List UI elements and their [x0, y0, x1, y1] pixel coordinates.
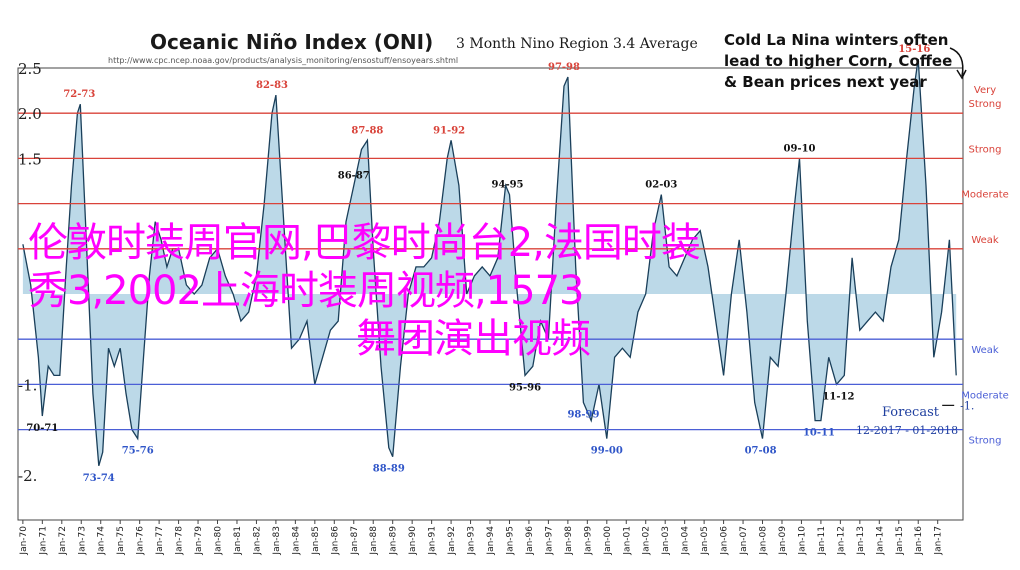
- x-tick-label: Jan-17: [934, 526, 944, 556]
- x-tick-label: Jan-92: [447, 526, 457, 556]
- x-tick-label: Jan-00: [603, 526, 613, 556]
- event-label: 86-87: [338, 171, 370, 182]
- event-label: 09-10: [784, 143, 816, 154]
- x-tick-label: Jan-15: [895, 526, 905, 556]
- event-label: 99-00: [591, 446, 623, 457]
- event-label: 07-08: [745, 446, 777, 457]
- threshold-label: Very: [974, 85, 996, 96]
- x-tick-label: Jan-98: [564, 526, 574, 556]
- event-label: 75-76: [122, 446, 154, 457]
- x-tick-label: Jan-07: [739, 526, 749, 556]
- y-tick-label: -1.: [18, 376, 37, 394]
- x-tick-label: Jan-16: [914, 526, 924, 556]
- callout-text: Cold La Nina winters often lead to highe…: [724, 31, 953, 91]
- x-tick-label: Jan-03: [661, 526, 671, 556]
- forecast-range: 12-2017 - 01-2018: [856, 424, 959, 437]
- event-label: 97-98: [548, 62, 580, 73]
- x-tick-label: Jan-81: [233, 526, 243, 556]
- threshold-label: Weak: [971, 345, 999, 356]
- x-tick-label: Jan-71: [38, 526, 48, 556]
- y-tick-label: 1.5: [18, 150, 42, 168]
- threshold-label: Strong: [969, 436, 1002, 447]
- x-tick-label: Jan-83: [272, 526, 282, 556]
- x-tick-label: Jan-05: [700, 526, 710, 556]
- y-tick-label: 2.0: [18, 105, 42, 123]
- event-label: 91-92: [433, 125, 465, 136]
- x-tick-label: Jan-89: [389, 526, 399, 556]
- overlay-text-line-2: 秀3,2002上海时装周视频,1573: [28, 268, 584, 314]
- event-label: 82-83: [256, 80, 288, 91]
- x-tick-label: Jan-94: [486, 526, 496, 556]
- x-tick-label: Jan-72: [58, 526, 68, 556]
- event-label: 11-12: [822, 391, 854, 402]
- x-tick-label: Jan-09: [778, 526, 788, 556]
- x-tick-label: Jan-78: [175, 526, 185, 556]
- x-tick-label: Jan-14: [875, 526, 885, 556]
- x-tick-label: Jan-76: [136, 526, 146, 556]
- x-tick-label: Jan-73: [77, 526, 87, 556]
- x-tick-label: Jan-77: [155, 526, 165, 556]
- overlay-text-line-3: 舞团演出视频: [356, 316, 591, 362]
- event-label: 98-99: [567, 409, 599, 420]
- threshold-label: Strong: [969, 99, 1002, 110]
- event-label: 10-11: [803, 428, 835, 439]
- callout-arrow-head: [956, 69, 967, 80]
- x-tick-label: Jan-08: [759, 526, 769, 556]
- x-tick-label: Jan-06: [720, 526, 730, 556]
- x-tick-label: Jan-96: [525, 526, 535, 556]
- overlay-text-line-1: 伦敦时装周官网,巴黎时尚台2,法国时装: [28, 220, 701, 266]
- chart-title: Oceanic Niño Index (ONI): [150, 30, 434, 54]
- event-label: 88-89: [373, 464, 405, 475]
- x-tick-label: Jan-91: [428, 526, 438, 556]
- x-tick-label: Jan-75: [116, 526, 126, 556]
- source-url: http://www.cpc.ncep.noaa.gov/products/an…: [108, 56, 459, 65]
- x-tick-label: Jan-93: [467, 526, 477, 556]
- x-tick-label: Jan-02: [642, 526, 652, 556]
- event-label: 87-88: [351, 125, 383, 136]
- x-tick-label: Jan-12: [836, 526, 846, 556]
- threshold-label: Moderate: [961, 390, 1009, 401]
- forecast-value: -1.: [960, 399, 974, 412]
- x-tick-label: Jan-95: [505, 526, 515, 556]
- x-tick-label: Jan-97: [544, 526, 554, 556]
- event-label: 02-03: [645, 180, 677, 191]
- event-label: 70-71: [26, 423, 58, 434]
- x-tick-label: Jan-86: [330, 526, 340, 556]
- x-tick-label: Jan-79: [194, 526, 204, 556]
- x-tick-label: Jan-74: [97, 526, 107, 556]
- event-label: 15-16: [898, 44, 930, 55]
- callout-arrow: [949, 47, 964, 77]
- x-tick-label: Jan-04: [681, 526, 691, 556]
- x-tick-label: Jan-88: [369, 526, 379, 556]
- x-tick-label: Jan-82: [252, 526, 262, 556]
- x-tick-label: Jan-13: [856, 526, 866, 556]
- x-tick-label: Jan-87: [350, 526, 360, 556]
- event-label: 94-95: [492, 180, 524, 191]
- threshold-label: Weak: [971, 235, 999, 246]
- x-tick-label: Jan-85: [311, 526, 321, 556]
- chart-subtitle: 3 Month Nino Region 3.4 Average: [456, 36, 698, 52]
- y-tick-label: -2.: [18, 467, 37, 485]
- x-tick-label: Jan-10: [797, 526, 807, 556]
- forecast-label: Forecast: [882, 405, 939, 420]
- x-tick-label: Jan-70: [19, 526, 29, 556]
- x-tick-label: Jan-90: [408, 526, 418, 556]
- y-tick-label: 2.5: [18, 60, 42, 78]
- event-label: 73-74: [83, 473, 115, 484]
- x-tick-label: Jan-01: [622, 526, 632, 556]
- event-label: 72-73: [63, 89, 95, 100]
- x-tick-label: Jan-80: [214, 526, 224, 556]
- oni-area: [22, 59, 957, 466]
- threshold-label: Strong: [969, 144, 1002, 155]
- threshold-label: Moderate: [961, 190, 1009, 201]
- x-tick-label: Jan-99: [583, 526, 593, 556]
- x-tick-label: Jan-11: [817, 526, 827, 556]
- x-tick-label: Jan-84: [291, 526, 301, 556]
- event-label: 95-96: [509, 382, 541, 393]
